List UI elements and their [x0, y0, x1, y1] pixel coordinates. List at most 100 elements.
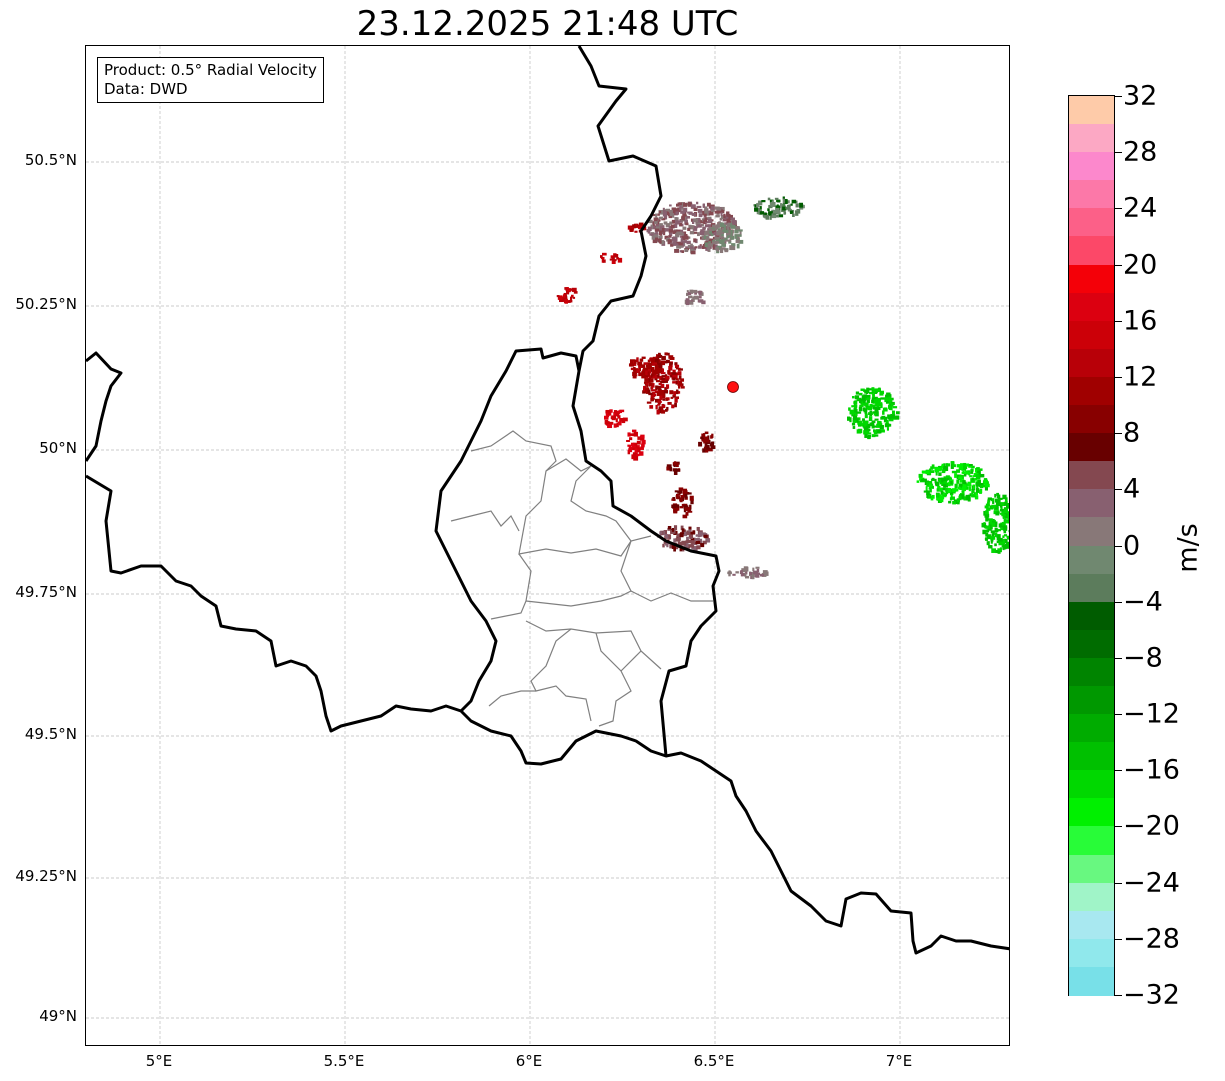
radar-echo-pixel: [994, 493, 997, 498]
radar-echo-pixel: [692, 542, 698, 546]
radar-echo-pixel: [943, 463, 946, 467]
radar-echo-pixel: [680, 386, 685, 389]
colorbar-label: 8: [1123, 417, 1141, 449]
radar-echo-pixel: [678, 245, 683, 248]
radar-echo-pixel: [689, 231, 695, 235]
colorbar-label: −4: [1123, 586, 1163, 618]
radar-echo-pixel: [688, 492, 692, 495]
radar-echo-pixel: [978, 483, 983, 488]
radar-echo-pixel: [961, 490, 965, 496]
radar-echo-pixel: [690, 543, 695, 548]
radar-echo-pixel: [883, 407, 888, 412]
radar-echo-pixel: [615, 418, 618, 423]
radar-echo-pixel: [990, 498, 995, 502]
radar-echo-pixel: [980, 484, 986, 488]
radar-echo-pixel: [744, 572, 747, 577]
radar-echo-pixel: [939, 494, 942, 500]
radar-echo-pixel: [925, 470, 930, 475]
radar-echo-pixel: [599, 255, 603, 258]
radar-echo-pixel: [657, 403, 661, 406]
radar-echo-pixel: [641, 375, 646, 379]
radar-echo-pixel: [848, 407, 851, 411]
radar-echo-pixel: [868, 416, 873, 422]
radar-echo-pixel: [715, 206, 718, 210]
radar-echo-pixel: [686, 536, 689, 542]
radar-echo-pixel: [692, 296, 695, 301]
radar-echo-pixel: [667, 241, 671, 245]
radar-echo-pixel: [676, 231, 682, 235]
radar-echo-pixel: [895, 411, 900, 415]
radar-echo-pixel: [874, 407, 879, 413]
radar-echo-pixel: [640, 364, 646, 368]
colorbar-bin: [1069, 489, 1114, 518]
radar-echo-pixel: [891, 410, 895, 415]
radar-echo-pixel: [677, 371, 682, 376]
radar-echo-pixel: [705, 221, 709, 224]
radar-echo-pixel: [726, 215, 731, 220]
radar-echo-pixel: [872, 393, 875, 398]
radar-echo-pixel: [631, 433, 637, 437]
radar-echo-pixel: [687, 291, 692, 296]
radar-echo-pixel: [661, 218, 666, 221]
colorbar-label: 16: [1123, 305, 1158, 337]
radar-echo-pixel: [723, 229, 729, 233]
radar-echo-pixel: [702, 243, 706, 249]
radar-echo-pixel: [847, 416, 851, 421]
radar-echo-pixel: [708, 229, 712, 235]
radar-echo-pixel: [995, 507, 999, 510]
radar-echo-pixel: [719, 239, 725, 244]
radar-echo-pixel: [916, 480, 920, 483]
radar-echo-pixel: [664, 375, 670, 380]
radar-echo-pixel: [667, 211, 670, 217]
radar-echo-pixel: [858, 392, 863, 396]
radar-echo-pixel: [984, 513, 990, 518]
radar-echo-pixel: [887, 423, 892, 427]
radar-echo-pixel: [669, 221, 673, 225]
radar-echo-pixel: [658, 382, 662, 385]
radar-echo-pixel: [1002, 516, 1005, 519]
radar-echo-pixel: [983, 510, 986, 516]
radar-echo-pixel: [872, 411, 878, 414]
radar-echo-pixel: [1000, 502, 1006, 507]
radar-echo-pixel: [657, 400, 662, 404]
radar-echo-pixel: [849, 417, 852, 423]
radar-echo-pixel: [675, 546, 679, 550]
radar-echo-pixel: [668, 372, 674, 376]
radar-echo-pixel: [664, 387, 667, 391]
radar-echo-pixel: [772, 212, 777, 218]
radar-echo-pixel: [653, 234, 659, 238]
radar-echo-pixel: [705, 538, 711, 543]
radar-echo-pixel: [934, 478, 937, 484]
radar-echo-pixel: [972, 484, 975, 490]
radar-echo-pixel: [663, 390, 668, 394]
radar-echo-pixel: [673, 224, 678, 228]
radar-echo-pixel: [997, 548, 1002, 551]
radar-echo-pixel: [792, 213, 795, 217]
radar-echo-pixel: [759, 206, 762, 210]
radar-echo-pixel: [737, 234, 742, 237]
radar-echo-pixel: [712, 238, 717, 241]
radar-echo-pixel: [678, 380, 682, 386]
radar-echo-pixel: [873, 430, 878, 434]
radar-echo-pixel: [853, 407, 857, 413]
radar-echo-pixel: [930, 466, 934, 470]
radar-echo-pixel: [726, 235, 729, 239]
radar-echo-pixel: [886, 427, 889, 431]
radar-echo-pixel: [708, 224, 712, 229]
radar-echo-pixel: [702, 438, 707, 442]
radar-echo-pixel: [999, 509, 1004, 512]
radar-echo-pixel: [687, 227, 691, 232]
radar-echo-pixel: [757, 207, 761, 212]
radar-echo-pixel: [979, 482, 984, 486]
radar-echo-pixel: [985, 525, 991, 529]
radar-echo-pixel: [955, 488, 959, 492]
radar-echo-pixel: [859, 398, 864, 404]
radar-echo-pixel: [753, 570, 759, 575]
radar-echo-pixel: [767, 197, 771, 201]
radar-echo-pixel: [659, 223, 662, 226]
radar-echo-pixel: [940, 490, 944, 495]
radar-echo-pixel: [749, 571, 753, 576]
radar-echo-pixel: [637, 448, 641, 453]
radar-echo-pixel: [665, 359, 670, 364]
radar-echo-pixel: [687, 295, 693, 299]
